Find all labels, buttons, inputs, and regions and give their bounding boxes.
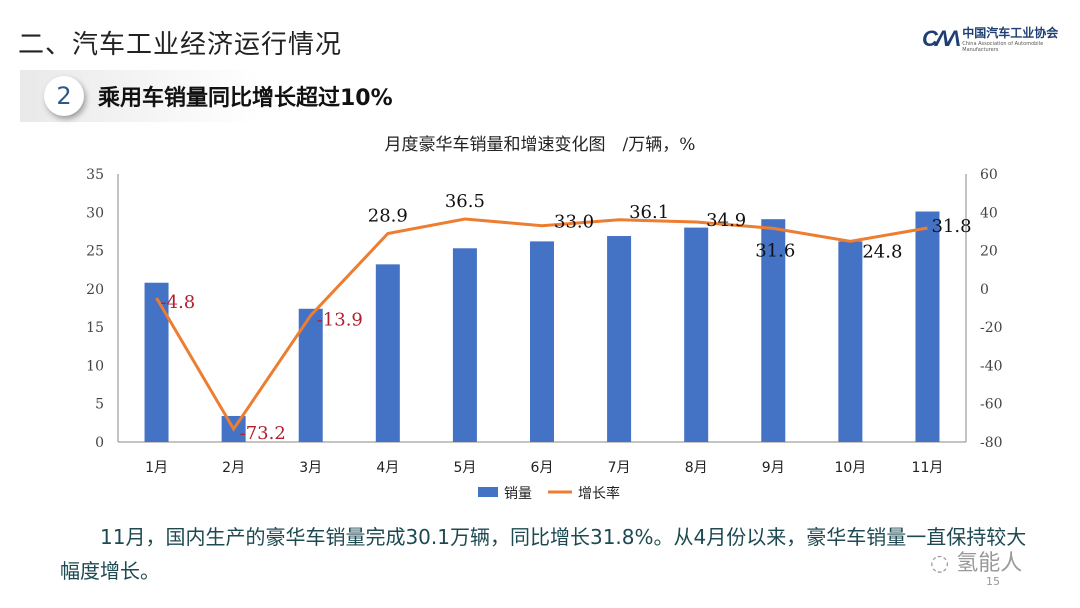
growth-data-label: -4.8 bbox=[161, 292, 196, 313]
left-tick-label: 25 bbox=[86, 244, 104, 260]
watermark-text: 氢能人 bbox=[956, 551, 1023, 576]
bar-3 bbox=[298, 308, 323, 442]
right-tick-label: -20 bbox=[980, 320, 1003, 336]
legend-bar-swatch bbox=[478, 487, 498, 497]
bar-4 bbox=[375, 264, 400, 442]
legend-bar-label: 销量 bbox=[504, 486, 532, 502]
growth-data-label: -73.2 bbox=[240, 423, 286, 444]
growth-data-label: 36.5 bbox=[445, 191, 485, 212]
x-tick-label: 1月 bbox=[145, 460, 168, 476]
right-tick-label: -40 bbox=[980, 358, 1003, 374]
bar-10 bbox=[838, 241, 863, 442]
growth-data-label: 31.6 bbox=[755, 240, 795, 261]
growth-line bbox=[155, 217, 928, 432]
right-tick-label: -80 bbox=[980, 435, 1003, 451]
left-tick-label: 0 bbox=[95, 435, 104, 451]
caam-logo: CΛΛ 中国汽车工业协会 China Association of Automo… bbox=[922, 24, 1080, 54]
legend-line-label: 增长率 bbox=[578, 485, 620, 502]
right-tick-label: 20 bbox=[980, 244, 998, 260]
page-header-title: 二、汽车工业经济运行情况 bbox=[18, 30, 343, 60]
right-tick-label: 0 bbox=[980, 282, 989, 298]
x-tick-label: 7月 bbox=[608, 460, 631, 476]
section-banner bbox=[20, 70, 420, 122]
growth-data-label: 31.8 bbox=[931, 216, 971, 237]
bar-9 bbox=[761, 219, 786, 442]
summary-paragraph: 11月，国内生产的豪华车销量完成30.1万辆，同比增长31.8%。从4月份以来，… bbox=[60, 525, 1027, 583]
left-tick-label: 35 bbox=[86, 167, 104, 183]
section-number: 2 bbox=[44, 76, 84, 116]
section-title: 乘用车销量同比增长超过10% bbox=[98, 86, 393, 111]
x-tick-label: 10月 bbox=[834, 460, 866, 476]
right-tick-label: 60 bbox=[980, 167, 998, 183]
growth-data-label: 34.9 bbox=[706, 210, 746, 231]
x-tick-label: 4月 bbox=[376, 460, 399, 476]
x-tick-label: 6月 bbox=[531, 460, 554, 476]
bar-5 bbox=[452, 248, 477, 442]
growth-data-label: 36.1 bbox=[629, 202, 669, 223]
bar-8 bbox=[684, 227, 709, 442]
growth-data-label: -13.9 bbox=[317, 309, 363, 330]
logo-cn: 中国汽车工业协会 bbox=[962, 26, 1059, 40]
left-tick-label: 20 bbox=[86, 282, 104, 298]
wechat-icon: ◌ bbox=[930, 551, 957, 576]
left-tick-label: 15 bbox=[86, 320, 104, 336]
growth-data-label: 24.8 bbox=[862, 241, 902, 262]
growth-data-label: 33.0 bbox=[554, 212, 594, 233]
page-number: 15 bbox=[986, 575, 1000, 588]
bar-7 bbox=[607, 236, 632, 442]
logo-en: China Association of Automobile Manufact… bbox=[962, 41, 1044, 53]
x-tick-label: 8月 bbox=[685, 460, 708, 476]
growth-data-label: 28.9 bbox=[368, 206, 408, 227]
left-tick-label: 5 bbox=[95, 397, 104, 413]
logo-mark: CΛΛ bbox=[922, 25, 961, 51]
x-tick-label: 9月 bbox=[762, 460, 785, 476]
bar-6 bbox=[530, 241, 554, 442]
left-tick-label: 10 bbox=[86, 358, 104, 374]
chart-title: 月度豪华车销量和增速变化图 /万辆，% bbox=[384, 135, 696, 155]
watermark: ◌ 氢能人 bbox=[930, 545, 1022, 577]
x-tick-label: 3月 bbox=[299, 460, 322, 476]
x-tick-label: 2月 bbox=[222, 460, 245, 476]
x-tick-label: 11月 bbox=[912, 460, 944, 476]
right-tick-label: 40 bbox=[980, 205, 998, 221]
right-tick-label: -60 bbox=[980, 397, 1003, 413]
x-tick-label: 5月 bbox=[453, 460, 476, 476]
left-tick-label: 30 bbox=[86, 205, 104, 221]
bar-11 bbox=[915, 211, 940, 442]
